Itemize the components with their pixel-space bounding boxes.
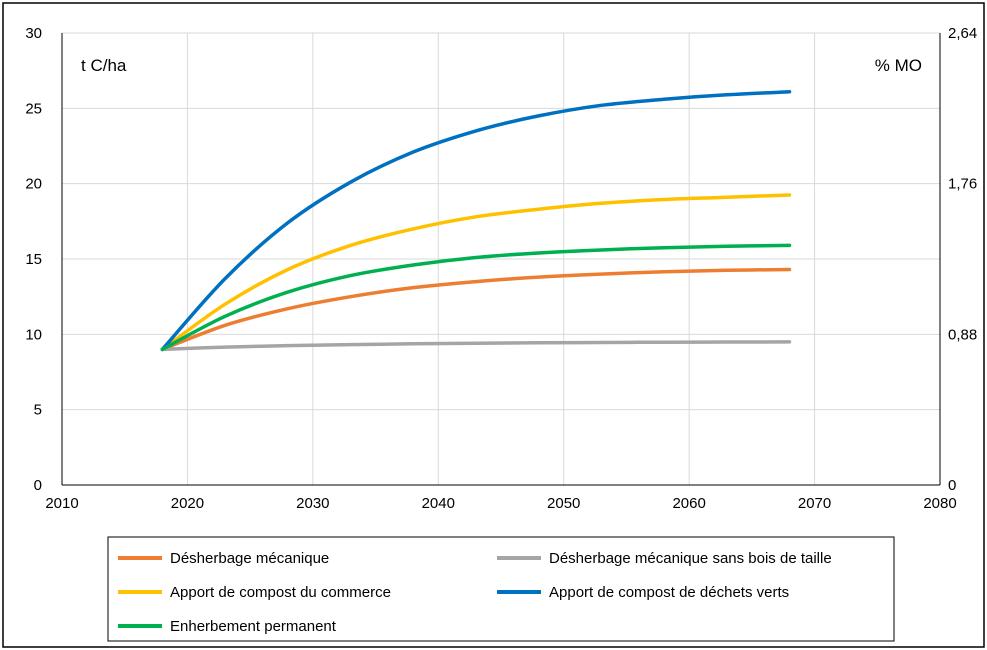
- y-tick-label-left: 0: [34, 477, 42, 494]
- series-line: [160, 340, 792, 352]
- legend-label: Apport de compost du commerce: [170, 584, 391, 601]
- x-tick-label: 2060: [672, 495, 705, 512]
- x-tick-label: 2080: [923, 495, 956, 512]
- y-tick-label-right: 1,76: [948, 176, 977, 193]
- legend-label: Désherbage mécanique: [170, 550, 329, 567]
- y-tick-label-left: 20: [25, 176, 42, 193]
- x-tick-label: 2050: [547, 495, 580, 512]
- x-tick-label: 2020: [171, 495, 204, 512]
- series-lines: [160, 90, 792, 352]
- y-tick-label-right: 0,88: [948, 326, 977, 343]
- series-line: [160, 90, 792, 352]
- x-tick-label: 2010: [45, 495, 78, 512]
- right-axis-unit-label: % MO: [875, 56, 922, 75]
- axes: 2010 2020 2030 2040 2050 2060 2070 208005101520…: [25, 25, 977, 512]
- gridlines: [62, 32, 940, 485]
- y-tick-label-left: 10: [25, 326, 42, 343]
- series-line: [160, 267, 792, 352]
- legend-label: Désherbage mécanique sans bois de taille: [549, 550, 832, 567]
- legend-label: Apport de compost de déchets verts: [549, 584, 789, 601]
- y-tick-label-left: 5: [34, 402, 42, 419]
- y-tick-label-left: 30: [25, 25, 42, 42]
- legend-label: Enherbement permanent: [170, 618, 337, 635]
- x-tick-label: 2070: [798, 495, 831, 512]
- y-tick-label-left: 15: [25, 251, 42, 268]
- y-tick-label-left: 25: [25, 100, 42, 117]
- series-line: [160, 243, 792, 352]
- y-tick-label-right: 0: [948, 477, 956, 494]
- series-line: [160, 193, 792, 352]
- x-tick-label: 2030: [296, 495, 329, 512]
- legend-box: [107, 536, 895, 642]
- y-tick-label-right: 2,64: [948, 25, 977, 42]
- left-axis-unit-label: t C/ha: [81, 56, 127, 75]
- x-tick-label: 2040: [422, 495, 455, 512]
- legend: Désherbage mécanique Désherbage mécanique…: [107, 536, 895, 642]
